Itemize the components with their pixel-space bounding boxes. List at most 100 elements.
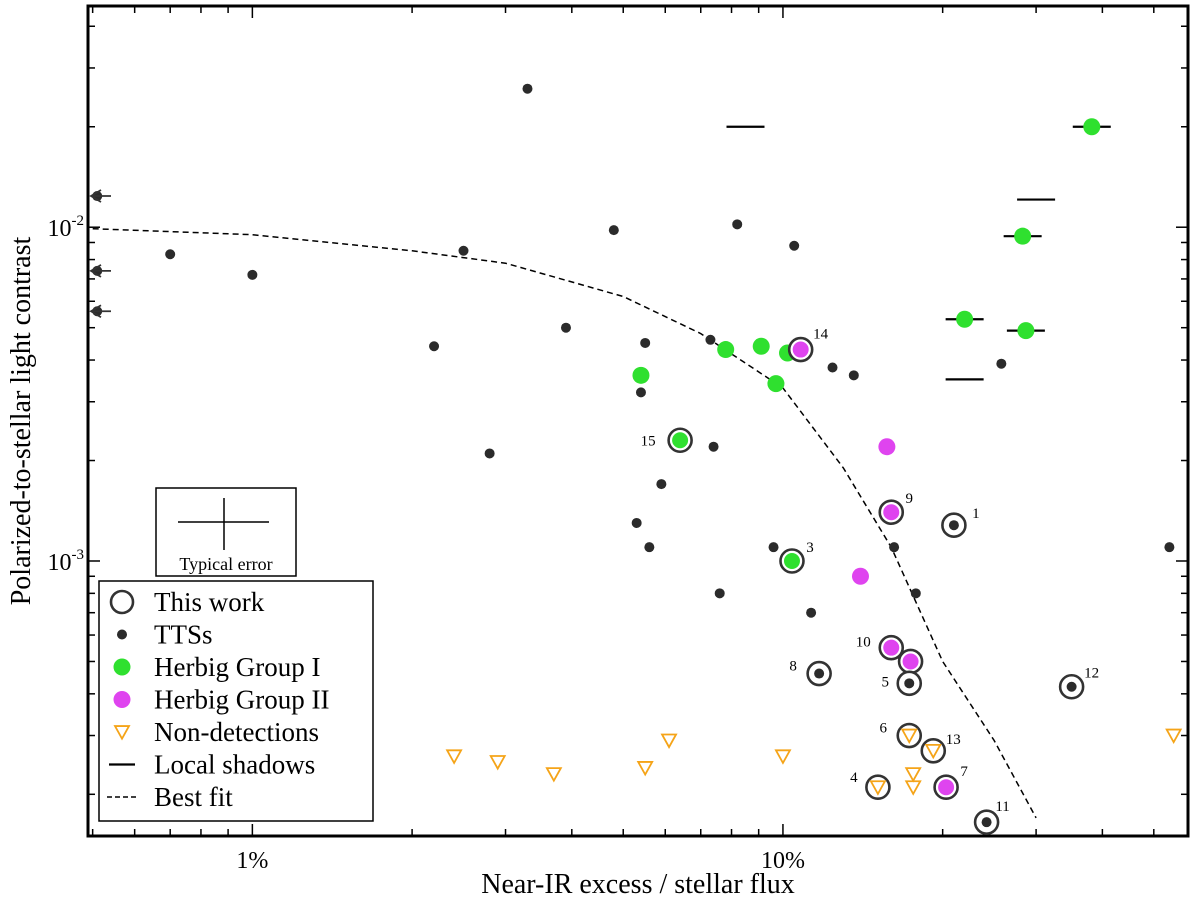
upper-limit-arrow (89, 264, 111, 278)
tts-point (768, 542, 779, 553)
best-fit-curve-layer (92, 227, 1037, 819)
tts-point (910, 588, 921, 599)
legend-label: Non-detections (154, 717, 319, 747)
y-axis-label: Polarized-to-stellar light contrast (6, 237, 37, 606)
this-work-herbig-i-point (783, 552, 800, 569)
this-work-id-label: 14 (813, 327, 829, 343)
nondetection-point (660, 733, 678, 749)
legend-entry: Herbig Group I (113, 652, 320, 682)
this-work-id-label: 8 (789, 659, 797, 675)
tts-point (789, 240, 800, 251)
legend-entry: TTSs (117, 620, 213, 650)
legend-tts-icon (117, 629, 127, 640)
tts-point (996, 358, 1007, 369)
legend-entry: Herbig Group II (113, 685, 329, 715)
this-work-id-label: 12 (1084, 666, 1099, 682)
tts-point (165, 249, 176, 260)
herbig-group-i-point (1014, 227, 1032, 245)
tts-point (560, 322, 571, 333)
typical-error-frame (155, 487, 297, 577)
tts-point (644, 542, 655, 553)
this-work-id-label: 9 (905, 491, 913, 507)
nondetection-point (545, 767, 563, 783)
herbig-group-i-point (956, 310, 974, 328)
this-work-herbig-i-point (672, 432, 689, 449)
points-layer: 123456789101112131415 (92, 83, 1183, 835)
tts-point (635, 387, 646, 398)
legend-frame (98, 580, 374, 822)
legend-label: Herbig Group I (154, 652, 320, 682)
tts-point (705, 334, 716, 345)
herbig-group-i-point (632, 366, 650, 384)
legend-label: Herbig Group II (154, 685, 329, 715)
best-fit-curve (92, 227, 1037, 819)
legend-nondetection-icon (113, 725, 131, 741)
nondetection-point (636, 761, 654, 777)
herbig-group-i-point (717, 341, 735, 359)
this-work-tts-point (814, 668, 825, 679)
tts-point (714, 588, 725, 599)
x-tick-label: 1% (236, 848, 268, 874)
tts-point (708, 441, 719, 452)
this-work-herbig-ii-point (883, 504, 900, 521)
nondetection-point (489, 755, 507, 771)
this-work-id-label: 7 (960, 764, 968, 780)
this-work-id-label: 6 (879, 721, 887, 737)
this-work-id-label: 5 (881, 674, 889, 690)
tts-point (458, 245, 469, 256)
this-work-nondetection-point (924, 743, 942, 760)
y-tick-exponent: -3 (72, 547, 85, 563)
y-tick-label: 10-2 (48, 213, 85, 242)
legend-label: TTSs (154, 620, 213, 650)
this-work-id-label: 3 (806, 540, 814, 556)
herbig-group-i-point (1017, 322, 1035, 340)
tts-point (827, 362, 838, 373)
this-work-tts-point (904, 678, 915, 689)
tts-point (848, 370, 859, 381)
legend-entry: Local shadows (109, 750, 315, 780)
this-work-tts-point (1066, 681, 1077, 692)
nondetection-point (774, 749, 792, 765)
this-work-herbig-ii-point (883, 639, 900, 656)
upper-limit-arrows-layer (89, 189, 111, 319)
this-work-id-label: 13 (946, 732, 961, 748)
tts-point (640, 337, 651, 348)
tts-point (247, 269, 258, 280)
axis-ticks: 1% 10%10-310-2 (48, 6, 1188, 874)
herbig-group-ii-point (851, 567, 869, 585)
legend-herbig-i-icon (113, 658, 131, 676)
this-work-id-label: 11 (995, 799, 1009, 815)
y-tick-base: 10 (48, 550, 72, 576)
upper-limit-arrow (89, 189, 111, 203)
herbig-group-ii-point (878, 438, 896, 456)
herbig-group-i-point (752, 337, 770, 355)
legend-herbig-ii-icon (113, 691, 131, 708)
legend-label: This work (154, 587, 265, 617)
this-work-herbig-ii-point (902, 653, 919, 670)
herbig-group-i-point (767, 375, 785, 393)
legend-entry: Non-detections (113, 717, 319, 747)
this-work-id-label: 10 (856, 635, 871, 651)
upper-limit-arrow (89, 304, 111, 319)
tts-point (732, 219, 743, 230)
tts-point (889, 542, 900, 553)
this-work-tts-point (981, 817, 992, 828)
x-tick-label: 10% (761, 848, 805, 874)
tts-point (656, 479, 667, 490)
legend-ring-icon (109, 589, 135, 615)
this-work-nondetection-point (900, 728, 918, 745)
legend-entry: This work (109, 587, 265, 617)
legend-label: Best fit (154, 782, 233, 812)
nondetection-point (445, 749, 463, 765)
y-tick-label: 10-3 (48, 547, 85, 576)
this-work-id-label: 1 (972, 506, 980, 522)
nondetection-point (904, 780, 922, 796)
tts-point (806, 607, 817, 618)
tts-point (608, 225, 619, 236)
y-tick-base: 10 (48, 216, 72, 242)
this-work-tts-point (948, 520, 959, 531)
this-work-nondetection-point (869, 780, 887, 796)
tts-point (522, 83, 533, 94)
legend-entry: Best fit (107, 782, 233, 812)
